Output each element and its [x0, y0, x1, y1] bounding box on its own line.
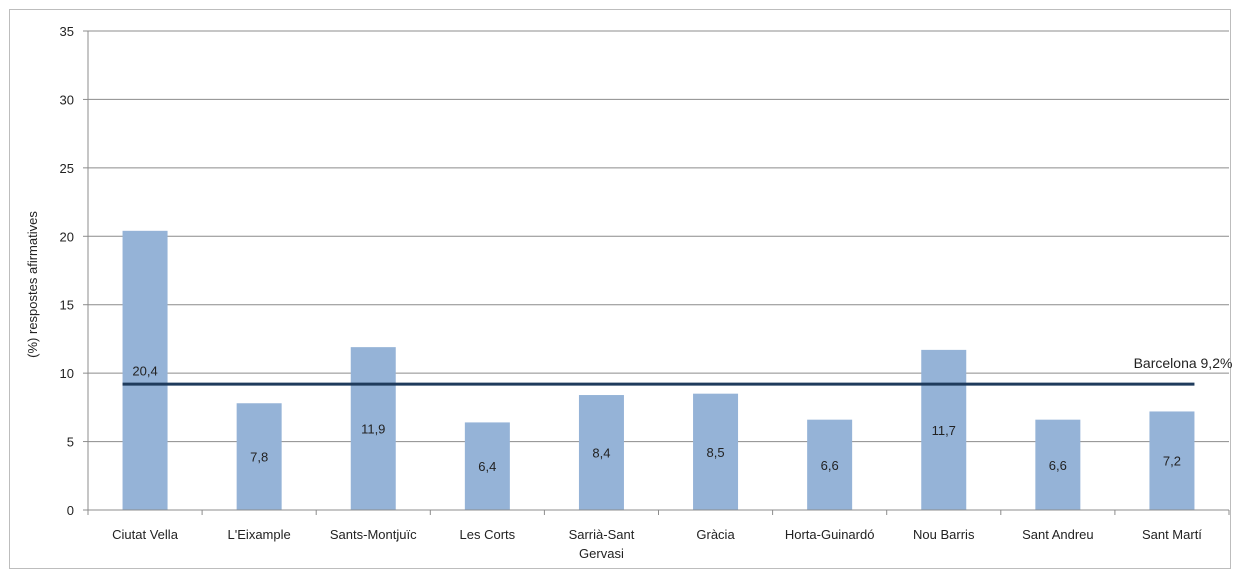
y-axis-ticks: 0 5 10 15 20 25 30 35 [60, 24, 88, 518]
y-tick-label: 35 [60, 24, 74, 39]
bar [1149, 411, 1195, 510]
bars [122, 230, 1195, 510]
bar-value-label: 7,8 [250, 450, 268, 465]
bar [807, 419, 853, 510]
bar-value-label: 6,6 [821, 458, 839, 473]
y-tick-label: 10 [60, 366, 74, 381]
bar [578, 395, 624, 510]
y-tick-label: 0 [67, 503, 74, 518]
bar-value-label: 6,4 [478, 459, 496, 474]
gridlines [88, 30, 1229, 443]
reference-line-label: Barcelona 9,2% [1134, 355, 1233, 371]
y-tick-label: 25 [60, 161, 74, 176]
bar [693, 393, 739, 510]
bar-value-label: 7,2 [1163, 454, 1181, 469]
x-category-label: Les Corts [460, 527, 516, 542]
x-category-label: Gràcia [696, 527, 735, 542]
x-category-label: Gervasi [579, 546, 624, 561]
value-labels: 20,4 7,8 11,9 6,4 8,4 8,5 6,6 11,7 6,6 7,2 [132, 363, 1181, 474]
bar [122, 230, 168, 510]
x-category-label: Sant Andreu [1022, 527, 1094, 542]
x-category-label: Horta-Guinardó [785, 527, 875, 542]
bar-value-label: 6,6 [1049, 458, 1067, 473]
x-axis-labels: Ciutat Vella L'Eixample Sants-Montjuïc Les … [112, 527, 1202, 561]
x-category-label: Sant Martí [1142, 527, 1202, 542]
bar-value-label: 8,5 [707, 445, 725, 460]
bar [236, 403, 282, 510]
y-tick-label: 15 [60, 298, 74, 313]
x-category-label: Sarrià-Sant [569, 527, 635, 542]
x-category-label: Ciutat Vella [112, 527, 179, 542]
bar-value-label: 20,4 [132, 363, 157, 378]
x-category-label: Nou Barris [913, 527, 975, 542]
y-axis-label: (%) respostes afirmatives [25, 211, 40, 358]
bar [921, 349, 967, 510]
y-tick-label: 30 [60, 92, 74, 107]
bar-value-label: 11,7 [932, 423, 956, 438]
bar [1035, 419, 1081, 510]
bar-value-label: 8,4 [592, 446, 610, 461]
x-category-label: Sants-Montjuïc [330, 527, 417, 542]
axes [87, 31, 1230, 515]
bar-value-label: 11,9 [361, 422, 385, 437]
bar [464, 422, 510, 510]
y-tick-label: 20 [60, 229, 74, 244]
y-tick-label: 5 [67, 435, 74, 450]
bar [350, 347, 396, 510]
x-category-label: L'Eixample [228, 527, 291, 542]
